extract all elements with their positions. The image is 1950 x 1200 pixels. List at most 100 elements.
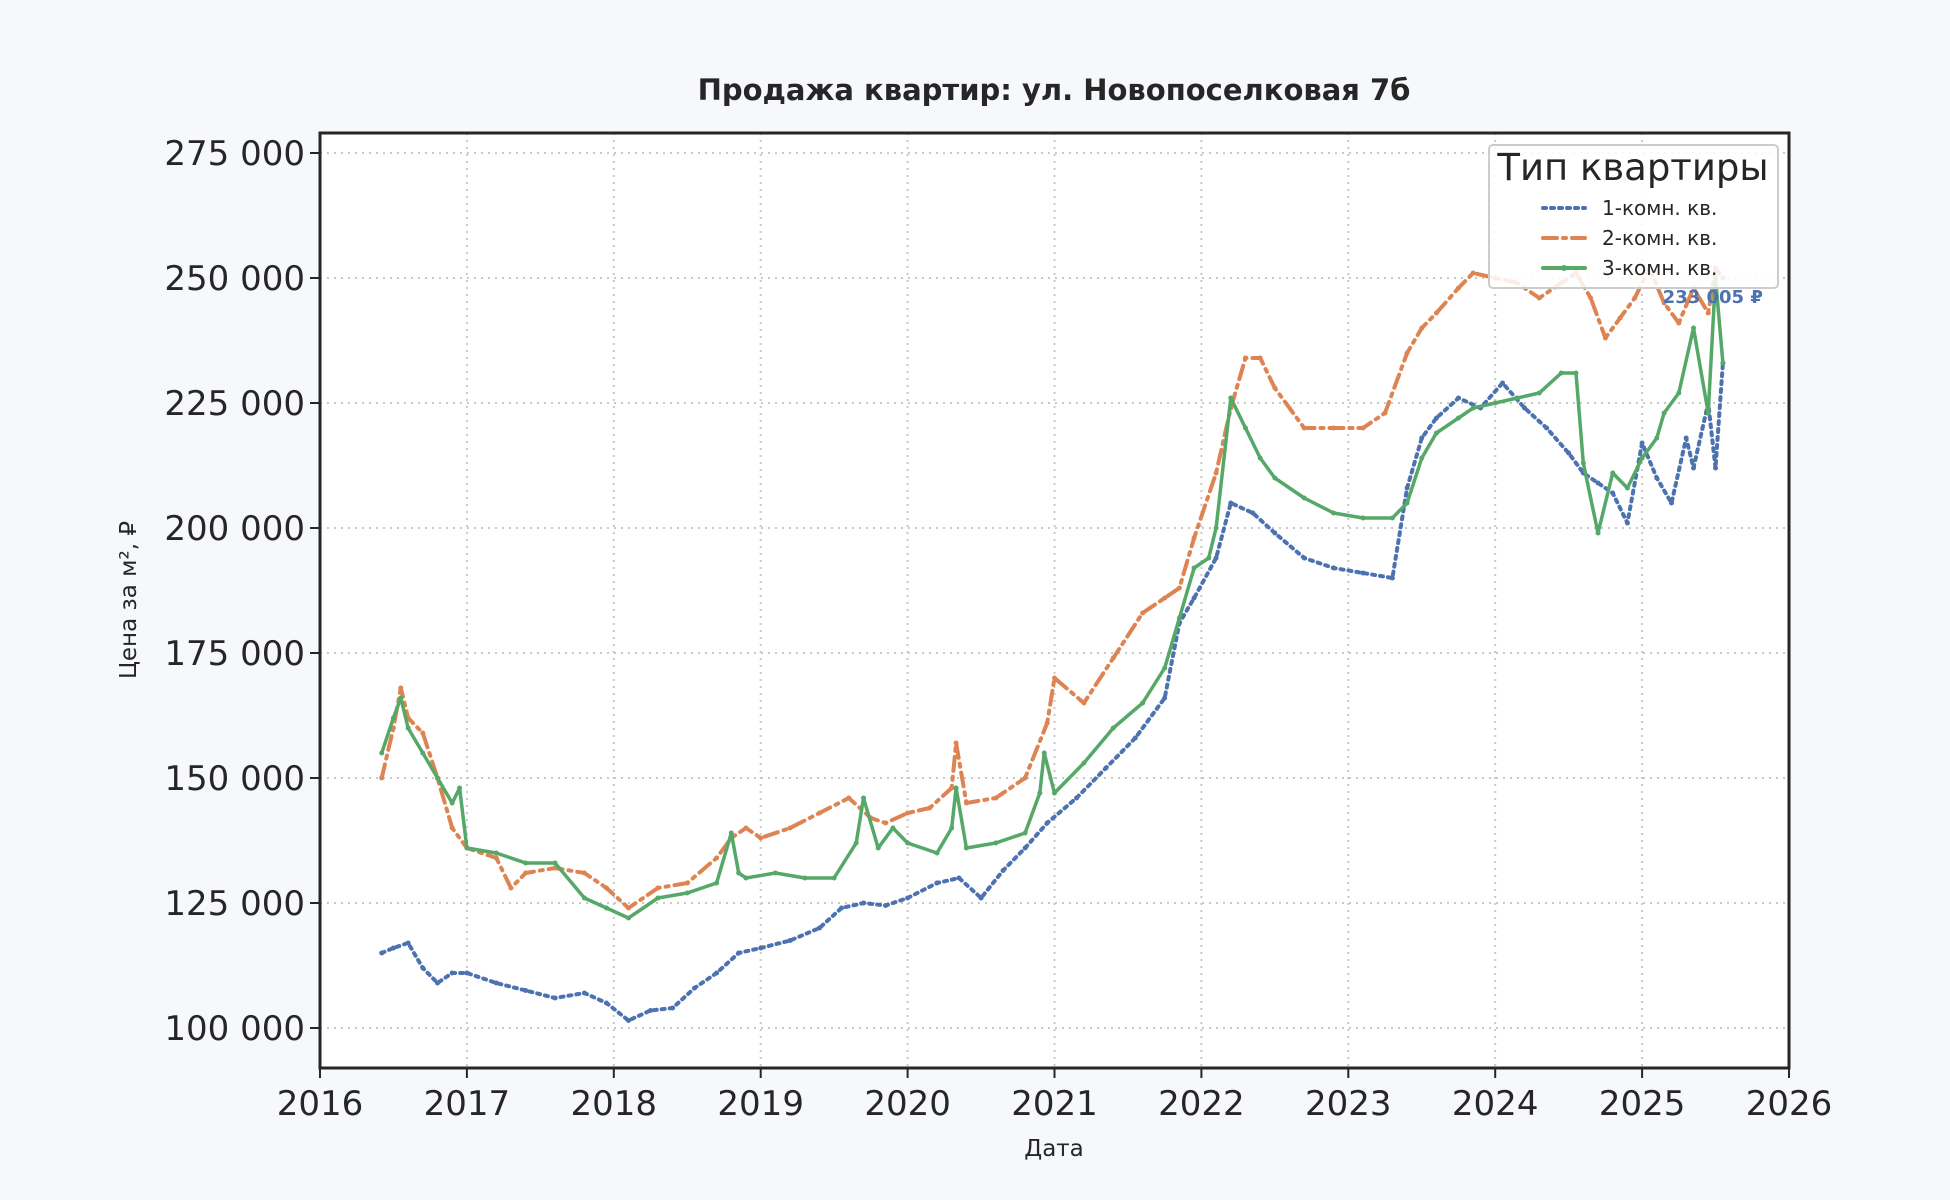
data-point <box>1176 615 1182 621</box>
x-tick-label: 2022 <box>1158 1084 1245 1124</box>
data-point <box>1242 425 1248 431</box>
data-point <box>728 830 734 836</box>
data-point <box>1536 390 1542 396</box>
data-point <box>875 845 881 851</box>
data-point <box>1301 425 1307 431</box>
y-tick-label: 275 000 <box>164 134 305 174</box>
data-point <box>1110 655 1116 661</box>
data-point <box>493 850 499 856</box>
data-point <box>1103 765 1109 771</box>
data-point <box>1705 310 1711 316</box>
data-point <box>1705 410 1711 416</box>
data-point <box>1455 415 1461 421</box>
y-tick-label: 125 000 <box>164 884 305 924</box>
data-point <box>772 870 778 876</box>
x-tick-label: 2021 <box>1011 1084 1098 1124</box>
data-point <box>449 800 455 806</box>
data-point <box>1331 565 1337 571</box>
data-point <box>1654 475 1660 481</box>
data-point <box>684 890 690 896</box>
data-point <box>523 860 529 866</box>
data-point <box>963 800 969 806</box>
y-tick-label: 200 000 <box>164 509 305 549</box>
data-point <box>714 970 720 976</box>
data-point <box>1331 425 1337 431</box>
data-point <box>1081 760 1087 766</box>
y-tick-label: 100 000 <box>164 1009 305 1049</box>
data-point <box>846 795 852 801</box>
data-point <box>758 945 764 951</box>
data-point <box>861 900 867 906</box>
data-point <box>1140 610 1146 616</box>
data-point <box>435 980 441 986</box>
data-point <box>390 945 396 951</box>
data-point <box>883 903 889 908</box>
data-point <box>581 870 587 876</box>
data-point <box>1110 725 1116 731</box>
data-point <box>1573 370 1579 376</box>
data-point <box>464 970 470 976</box>
data-point <box>379 750 385 756</box>
y-tick-label: 250 000 <box>164 259 305 299</box>
data-point <box>603 885 609 891</box>
data-point <box>1242 355 1248 361</box>
data-point <box>1044 820 1050 826</box>
data-point <box>1360 515 1366 521</box>
data-point <box>1455 285 1461 291</box>
data-point <box>655 895 661 901</box>
data-point <box>420 730 426 736</box>
data-point <box>1272 530 1278 536</box>
data-point <box>1213 470 1219 476</box>
data-point <box>993 795 999 801</box>
data-point <box>390 715 396 721</box>
data-point <box>1081 700 1087 706</box>
data-point <box>1713 465 1719 471</box>
data-point <box>905 840 911 846</box>
x-tick-label: 2026 <box>1746 1084 1833 1124</box>
data-point <box>1683 435 1689 441</box>
data-point <box>949 785 955 791</box>
data-point <box>1624 520 1630 526</box>
data-point <box>1132 735 1138 741</box>
data-point <box>831 875 837 881</box>
data-point <box>1668 500 1674 506</box>
legend-box <box>1488 144 1779 289</box>
data-point <box>1610 470 1616 476</box>
data-point <box>743 875 749 881</box>
legend-label: 2-комн. кв. <box>1602 226 1717 250</box>
x-tick-label: 2018 <box>571 1084 658 1124</box>
data-point <box>1162 595 1168 601</box>
data-point <box>1052 790 1057 796</box>
data-point <box>603 1000 609 1006</box>
data-point <box>1419 435 1425 441</box>
data-point <box>493 855 499 861</box>
data-point <box>692 985 698 991</box>
data-point <box>1580 460 1586 466</box>
x-tick-label: 2016 <box>277 1084 364 1124</box>
data-point <box>1558 370 1564 376</box>
data-point <box>1624 485 1630 491</box>
series-line <box>379 276 1725 920</box>
data-point <box>420 965 426 971</box>
data-point <box>1455 395 1461 401</box>
data-point <box>1037 790 1043 796</box>
data-point <box>861 795 867 801</box>
data-point <box>714 855 720 861</box>
legend: Тип квартиры 1-комн. кв. 2-комн. кв. 3-ком… <box>1488 144 1779 289</box>
data-point <box>1632 295 1638 301</box>
data-point <box>934 880 940 886</box>
data-point <box>1360 425 1366 431</box>
data-point <box>1720 360 1726 366</box>
data-point <box>1000 868 1006 873</box>
data-point <box>949 825 955 831</box>
data-point <box>1404 350 1410 356</box>
data-point <box>379 775 385 781</box>
legend-title: Тип квартиры <box>1496 146 1768 189</box>
data-point <box>603 905 609 911</box>
data-point <box>1191 565 1197 571</box>
data-point <box>1206 555 1212 561</box>
data-point <box>883 820 889 826</box>
data-point <box>1140 700 1146 706</box>
data-point <box>1022 775 1028 781</box>
data-point <box>1654 435 1660 441</box>
